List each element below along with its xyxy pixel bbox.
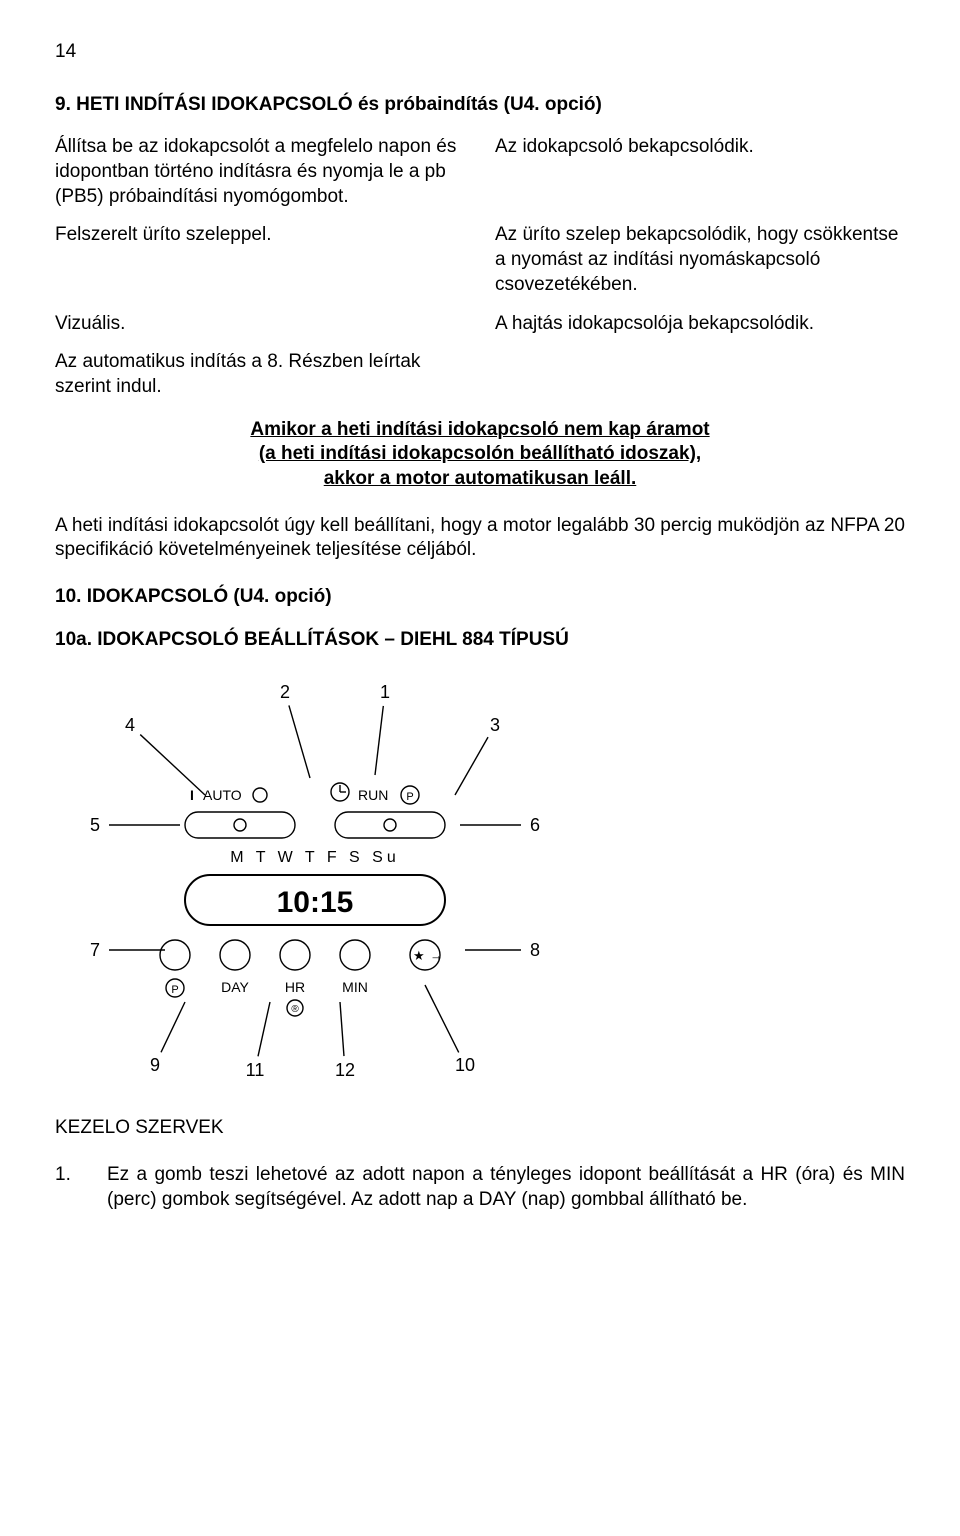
row-2-right: A hajtás idokapcsolója bekapcsolódik. [495, 312, 905, 337]
section9-title-rest: és próbaindítás (U4. opció) [353, 94, 602, 115]
svg-text:MIN: MIN [342, 979, 368, 995]
row-leftonly: Az automatikus indítás a 8. Részben leír… [55, 350, 480, 399]
svg-text:P: P [406, 791, 413, 803]
row-2-left: Vizuális. [55, 312, 465, 337]
row-0-right: Az idokapcsoló bekapcsolódik. [495, 135, 905, 209]
section9-para: A heti indítási idokapcsolót úgy kell be… [55, 514, 905, 563]
svg-text:→: → [430, 948, 443, 963]
centered-line3: akkor a motor automatikusan leáll. [55, 467, 905, 492]
timer-diagram: I AUTO RUN P M T W T F S Su 10:15 ★ → P DAY HR ® MIN… [55, 670, 905, 1090]
list-item-1: 1. Ez a gomb teszi lehetové az adott nap… [55, 1163, 905, 1212]
section9-title: 9. HETI INDÍTÁSI IDOKAPCSOLÓ és próbaind… [55, 93, 905, 118]
section10-title: 10. IDOKAPCSOLÓ (U4. opció) [55, 585, 905, 610]
svg-text:M T W T F S Su: M T W T F S Su [230, 849, 400, 866]
svg-text:10:15: 10:15 [277, 886, 354, 919]
svg-text:8: 8 [530, 940, 540, 960]
centered-note: Amikor a heti indítási idokapcsoló nem k… [55, 418, 905, 492]
svg-text:3: 3 [490, 715, 500, 735]
kezelo-szervek: KEZELO SZERVEK [55, 1116, 905, 1141]
section9-title-bold: 9. HETI INDÍTÁSI IDOKAPCSOLÓ [55, 94, 353, 115]
svg-text:1: 1 [380, 682, 390, 702]
svg-text:2: 2 [280, 682, 290, 702]
list-item-1-text: Ez a gomb teszi lehetové az adott napon … [107, 1163, 905, 1212]
timer-svg: I AUTO RUN P M T W T F S Su 10:15 ★ → P DAY HR ® MIN… [55, 670, 575, 1090]
svg-text:DAY: DAY [221, 979, 249, 995]
svg-text:10: 10 [455, 1055, 475, 1075]
svg-text:6: 6 [530, 815, 540, 835]
row-0-left: Állítsa be az idokapcsolót a megfelelo n… [55, 135, 465, 209]
svg-text:12: 12 [335, 1060, 355, 1080]
svg-text:11: 11 [246, 1060, 265, 1080]
svg-text:7: 7 [90, 940, 100, 960]
svg-text:®: ® [291, 1004, 299, 1015]
row-1-left: Felszerelt üríto szeleppel. [55, 223, 465, 297]
list-item-1-num: 1. [55, 1163, 79, 1212]
svg-text:★: ★ [413, 948, 425, 963]
svg-text:AUTO: AUTO [203, 787, 242, 803]
row-0: Állítsa be az idokapcsolót a megfelelo n… [55, 135, 905, 209]
page-number: 14 [55, 40, 905, 65]
svg-text:P: P [171, 984, 178, 996]
row-2: Vizuális. A hajtás idokapcsolója bekapcs… [55, 312, 905, 337]
svg-text:9: 9 [150, 1055, 160, 1075]
svg-text:I: I [190, 787, 194, 803]
svg-text:4: 4 [125, 715, 135, 735]
svg-text:5: 5 [90, 815, 100, 835]
row-1: Felszerelt üríto szeleppel. Az üríto sze… [55, 223, 905, 297]
section10a-title: 10a. IDOKAPCSOLÓ BEÁLLÍTÁSOK – DIEHL 884… [55, 628, 905, 653]
row-1-right: Az üríto szelep bekapcsolódik, hogy csök… [495, 223, 905, 297]
centered-line2: (a heti indítási idokapcsolón beállíthat… [55, 442, 905, 467]
centered-line1: Amikor a heti indítási idokapcsoló nem k… [55, 418, 905, 443]
svg-text:HR: HR [285, 979, 305, 995]
svg-text:RUN: RUN [358, 787, 388, 803]
